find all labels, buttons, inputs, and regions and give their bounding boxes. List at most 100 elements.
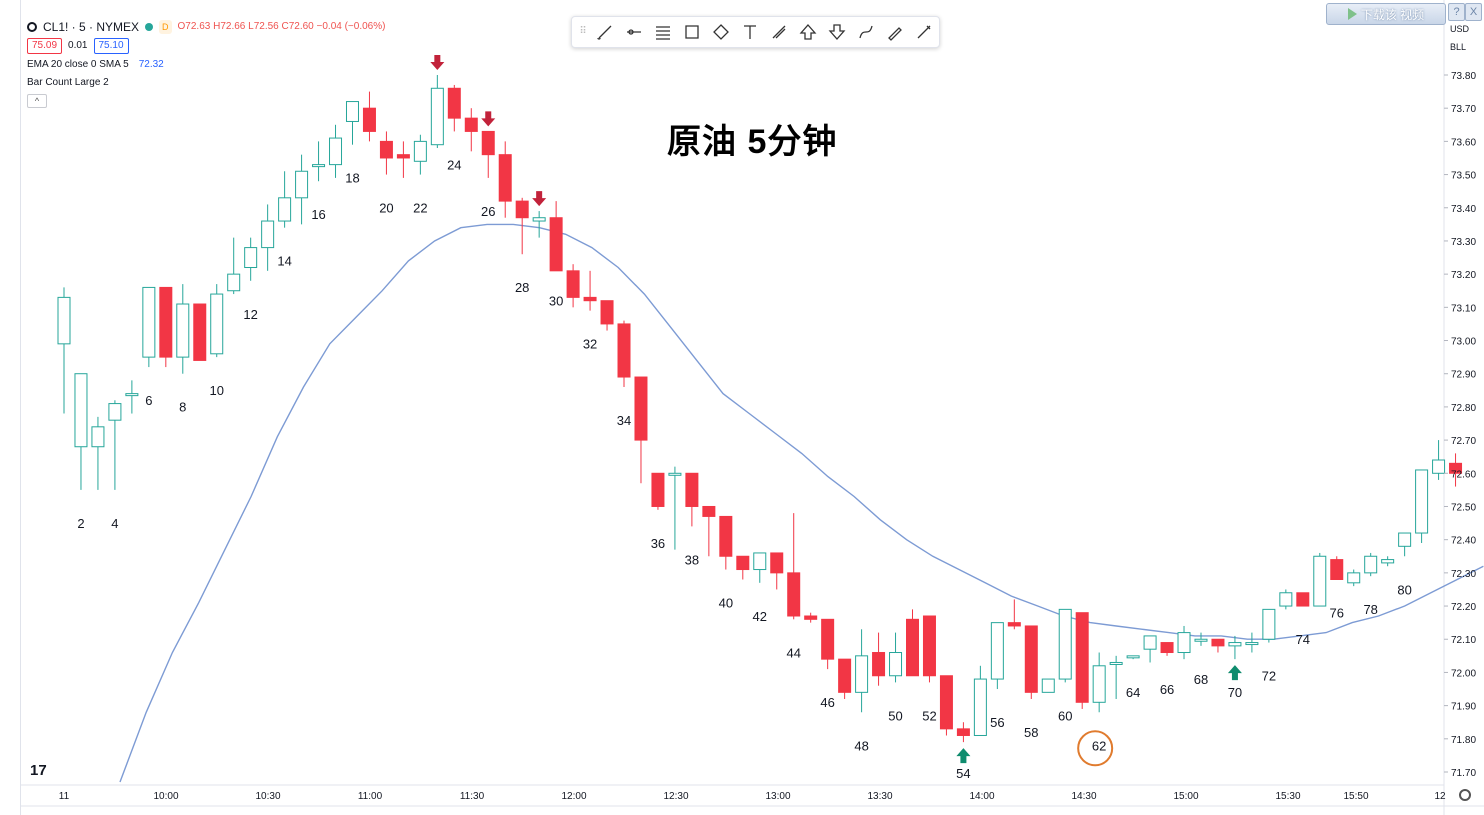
candle: [329, 124, 343, 178]
measure-icon[interactable]: [764, 17, 793, 47]
candle-body: [1432, 459, 1446, 474]
candle: [1160, 642, 1174, 656]
chart-legend: CL1! · 5 · NYMEX D O72.63 H72.66 L72.56 …: [27, 20, 385, 112]
candle: [549, 201, 563, 272]
path-icon[interactable]: [706, 17, 735, 47]
bar-count-label: 74: [1296, 632, 1310, 647]
bar-count-label: 22: [413, 201, 427, 216]
candle: [1432, 440, 1446, 480]
close-button[interactable]: X: [1465, 3, 1482, 21]
candle: [74, 373, 88, 490]
candle: [108, 400, 122, 490]
candle-body: [1245, 642, 1259, 646]
x-tick-label: 15:00: [1173, 791, 1198, 802]
drag-handle-icon[interactable]: ⠿: [579, 26, 587, 37]
y-tick-label: 72.10: [1451, 635, 1476, 646]
candle: [922, 615, 936, 683]
bar-count-label: 4: [111, 516, 118, 531]
x-tick-label: 10:00: [153, 791, 178, 802]
y-tick-label: 72.90: [1451, 370, 1476, 381]
x-tick-label: 12:30: [663, 791, 688, 802]
x-tick-label: 12: [1434, 791, 1446, 802]
bar-count-label: 76: [1330, 605, 1344, 620]
candle-body: [1007, 622, 1021, 627]
y-tick-label: 73.40: [1451, 204, 1476, 215]
help-button[interactable]: ?: [1448, 3, 1465, 21]
candle-body: [600, 300, 614, 325]
candle-body: [430, 87, 444, 146]
ema-value: 72.32: [138, 59, 164, 70]
bar-count-label: 12: [243, 307, 257, 322]
bar-count-label: 10: [209, 383, 223, 398]
candle-body: [1296, 592, 1310, 607]
settings-gear-icon[interactable]: [1459, 789, 1471, 801]
candle: [464, 108, 478, 152]
download-video-label: 下载该 视频: [1360, 7, 1425, 22]
candle: [889, 632, 903, 683]
candle: [770, 552, 784, 590]
candle-body: [1092, 665, 1106, 703]
candle: [1245, 632, 1259, 653]
curve-icon[interactable]: [851, 17, 880, 47]
symbol-title[interactable]: CL1! · 5 · NYMEX: [43, 20, 140, 34]
rectangle-icon[interactable]: [677, 17, 706, 47]
candle: [142, 286, 156, 368]
candle: [617, 320, 631, 387]
bar-count-label: 54: [956, 766, 970, 781]
text-icon[interactable]: [735, 17, 764, 47]
horizontal-ray-icon[interactable]: [619, 17, 648, 47]
bar-count-legend[interactable]: Bar Count Large 2: [27, 76, 385, 90]
candle-body: [379, 140, 393, 159]
spread-value: 0.01: [68, 40, 88, 51]
tradingview-logo[interactable]: 17: [30, 762, 47, 779]
volume-unit[interactable]: BLL: [1450, 42, 1467, 52]
candle-body: [956, 728, 970, 736]
candle: [1058, 608, 1072, 683]
candle-body: [295, 170, 309, 199]
candle-body: [872, 652, 886, 677]
candle: [583, 270, 597, 311]
candle-body: [244, 247, 258, 269]
arrow-down-icon[interactable]: [822, 17, 851, 47]
candle: [362, 91, 376, 142]
bar-count-label: 42: [753, 609, 767, 624]
arrow-up-icon[interactable]: [793, 17, 822, 47]
candle: [125, 380, 139, 414]
candle: [990, 622, 1004, 690]
candle: [1279, 589, 1293, 610]
brush-icon[interactable]: [880, 17, 909, 47]
candle: [702, 505, 716, 557]
candle-body: [787, 572, 801, 617]
y-tick-label: 73.60: [1451, 137, 1476, 148]
candle-body: [193, 303, 207, 361]
bid-price[interactable]: 75.09: [27, 38, 63, 54]
candle: [1398, 532, 1412, 557]
candle: [447, 84, 461, 132]
candle-body: [1228, 642, 1242, 647]
candle: [1415, 469, 1429, 543]
pen-icon[interactable]: [909, 17, 938, 47]
candle-body: [668, 472, 682, 476]
trend-line-icon[interactable]: [590, 17, 619, 47]
bar-count-label: 68: [1194, 672, 1208, 687]
candle: [481, 130, 495, 178]
candle: [634, 376, 648, 484]
candle-body: [312, 164, 326, 168]
candle: [1041, 678, 1055, 693]
candle-body: [634, 376, 648, 441]
candle: [193, 303, 207, 361]
download-video-button[interactable]: 下载该 视频: [1326, 3, 1446, 25]
candle-body: [532, 217, 546, 222]
ema-indicator-legend[interactable]: EMA 20 close 0 SMA 5 72.32: [27, 58, 385, 72]
candle: [566, 264, 580, 308]
ask-price[interactable]: 75.10: [93, 38, 129, 54]
sell-arrow-icon: [430, 55, 445, 70]
candle-body: [108, 403, 122, 421]
currency-unit[interactable]: USD: [1450, 24, 1470, 34]
candle: [1092, 652, 1106, 713]
parallel-channel-icon[interactable]: [648, 17, 677, 47]
collapse-legend-button[interactable]: ^: [27, 94, 47, 108]
x-tick-label: 12:00: [561, 791, 586, 802]
bar-count-label: 46: [820, 695, 834, 710]
